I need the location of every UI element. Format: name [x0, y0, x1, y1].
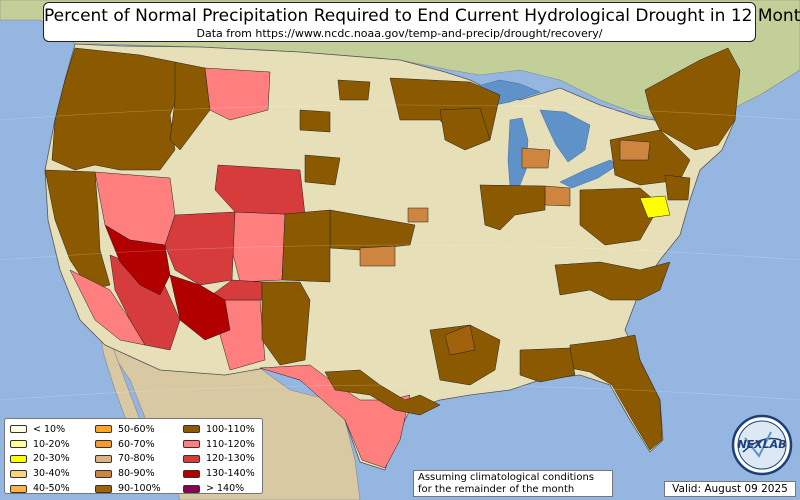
- legend-item: 100-110%: [183, 422, 255, 437]
- legend-item: 70-80%: [95, 452, 161, 467]
- region-texas-east: [324, 369, 441, 416]
- region-north-dakota: [337, 79, 371, 101]
- legend-item: 20-30%: [10, 452, 70, 467]
- region-michigan-north: [439, 107, 491, 151]
- legend-label: 70-80%: [118, 453, 155, 465]
- legend-label: 100-110%: [206, 423, 255, 435]
- region-south-dakota: [299, 109, 331, 133]
- region-virginia-wv: [579, 187, 661, 246]
- legend-swatch: [183, 425, 200, 434]
- legend-label: 20-30%: [33, 453, 70, 465]
- legend-label: 40-50%: [33, 483, 70, 495]
- legend-item: 90-100%: [95, 481, 161, 496]
- region-alabama-mississippi: [519, 347, 576, 383]
- legend-swatch: [95, 454, 112, 463]
- legend-item: 120-130%: [183, 452, 255, 467]
- graticule: [0, 104, 800, 401]
- legend-column-1: < 10% 10-20% 20-30% 30-40% 40-50%: [10, 422, 70, 496]
- legend-label: > 140%: [206, 483, 245, 495]
- logo-text: NEXLAB: [737, 438, 786, 451]
- legend-swatch: [10, 454, 27, 463]
- nexlab-logo: NEXLAB: [731, 414, 793, 476]
- legend-swatch: [10, 484, 27, 493]
- legend: < 10% 10-20% 20-30% 30-40% 40-50% 50-60%…: [4, 418, 263, 494]
- map-subtitle: Data from https://www.ncdc.noaa.gov/temp…: [196, 27, 603, 40]
- legend-label: 130-140%: [206, 468, 255, 480]
- legend-swatch: [95, 469, 112, 478]
- legend-item: 10-20%: [10, 437, 70, 452]
- legend-label: 30-40%: [33, 468, 70, 480]
- legend-item: 60-70%: [95, 437, 161, 452]
- region-maryland: [639, 195, 671, 219]
- valid-date: Valid: August 09 2025: [664, 481, 796, 497]
- region-arizona-central: [169, 274, 231, 341]
- legend-label: 10-20%: [33, 438, 70, 450]
- region-nevada-south: [104, 224, 171, 296]
- region-kansas-east: [359, 245, 396, 267]
- legend-column-3: 100-110% 110-120% 120-130% 130-140% > 14…: [183, 422, 255, 496]
- region-oklahoma-texas-panhandle: [261, 281, 311, 366]
- region-nebraska-west: [304, 154, 341, 186]
- legend-label: 80-90%: [118, 468, 155, 480]
- title-box: Percent of Normal Precipitation Required…: [43, 2, 800, 42]
- legend-swatch: [95, 484, 112, 493]
- region-colorado-east: [281, 209, 331, 283]
- legend-label: < 10%: [33, 423, 66, 435]
- region-pennsylvania-central: [619, 139, 651, 161]
- legend-swatch: [95, 425, 112, 434]
- legend-label: 120-130%: [206, 453, 255, 465]
- assumption-note: Assuming climatological conditions for t…: [413, 470, 613, 497]
- legend-label: 90-100%: [118, 483, 161, 495]
- region-missouri-arkansas: [444, 324, 476, 356]
- legend-swatch: [183, 440, 200, 449]
- legend-item: 40-50%: [10, 481, 70, 496]
- legend-swatch: [183, 469, 200, 478]
- region-california-north: [44, 169, 111, 291]
- region-pacific-northwest: [51, 47, 181, 171]
- region-georgia-florida: [569, 334, 663, 451]
- region-wyoming: [214, 164, 306, 216]
- legend-swatch: [95, 440, 112, 449]
- legend-label: 60-70%: [118, 438, 155, 450]
- legend-item: < 10%: [10, 422, 70, 437]
- region-iowa: [407, 207, 429, 223]
- legend-item: 80-90%: [95, 466, 161, 481]
- legend-label: 110-120%: [206, 438, 255, 450]
- legend-label: 50-60%: [118, 423, 155, 435]
- legend-item: 110-120%: [183, 437, 255, 452]
- legend-swatch: [183, 454, 200, 463]
- region-texas-west: [259, 364, 411, 469]
- assumption-note-line-1: Assuming climatological conditions: [418, 472, 594, 483]
- region-carolinas: [554, 261, 671, 301]
- legend-item: 50-60%: [95, 422, 161, 437]
- region-nj-de: [664, 174, 691, 201]
- region-michigan: [521, 147, 551, 169]
- region-indiana-ohio: [544, 185, 571, 207]
- legend-item: 130-140%: [183, 466, 255, 481]
- region-new-england: [644, 47, 741, 151]
- legend-column-2: 50-60% 60-70% 70-80% 80-90% 90-100%: [95, 422, 161, 496]
- region-illinois-indiana: [479, 184, 546, 231]
- map-title: Percent of Normal Precipitation Required…: [44, 6, 800, 26]
- region-montana-central: [204, 67, 271, 121]
- legend-swatch: [10, 425, 27, 434]
- legend-swatch: [10, 440, 27, 449]
- legend-item: > 140%: [183, 481, 255, 496]
- legend-item: 30-40%: [10, 466, 70, 481]
- legend-swatch: [10, 469, 27, 478]
- lake-huron: [539, 109, 591, 163]
- assumption-note-line-2: for the remainder of the month: [418, 484, 575, 495]
- lake-michigan: [507, 117, 529, 191]
- legend-swatch: [183, 484, 200, 493]
